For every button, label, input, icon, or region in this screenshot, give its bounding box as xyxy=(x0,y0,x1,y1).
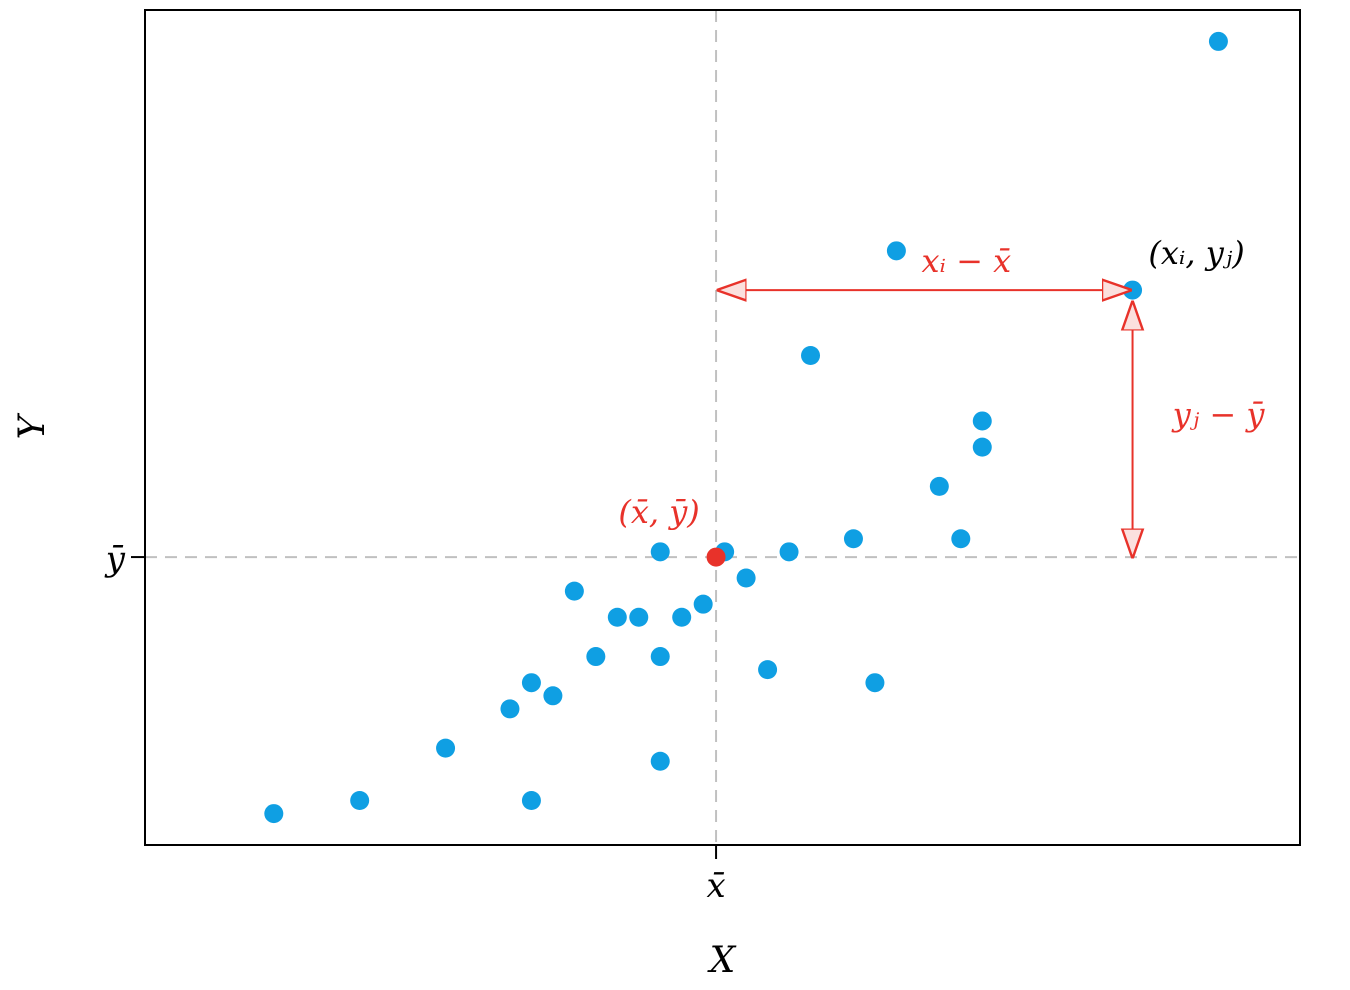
y-mean-tick-label: ȳ xyxy=(104,539,126,579)
mean-reference-lines xyxy=(145,10,1300,845)
data-point xyxy=(607,607,627,627)
data-point xyxy=(886,241,906,261)
y-deviation-label: yⱼ − ȳ xyxy=(1171,396,1266,434)
x-mean-tick-label: x̄ xyxy=(706,866,725,906)
data-point xyxy=(1208,31,1228,51)
data-point xyxy=(629,607,649,627)
mean-point xyxy=(706,547,726,567)
mean-point-label: (x̄, ȳ) xyxy=(618,493,699,531)
data-point xyxy=(564,581,584,601)
plot-frame xyxy=(144,9,1301,846)
data-point xyxy=(972,437,992,457)
data-point xyxy=(779,542,799,562)
data-point xyxy=(500,699,520,719)
data-point xyxy=(586,647,606,667)
data-point xyxy=(972,411,992,431)
x-deviation-label: xᵢ − x̄ xyxy=(921,242,1011,280)
data-point xyxy=(650,751,670,771)
y-axis-label: Y xyxy=(12,412,53,439)
data-point xyxy=(801,346,821,366)
x-axis-label: X xyxy=(707,940,737,981)
data-point xyxy=(350,791,370,811)
deviation-annotations xyxy=(718,290,1132,557)
data-point xyxy=(865,673,885,693)
data-point xyxy=(736,568,756,588)
axis-ticks xyxy=(131,556,718,859)
data-point xyxy=(521,673,541,693)
data-point xyxy=(650,647,670,667)
data-point xyxy=(843,529,863,549)
data-points xyxy=(264,31,1228,824)
data-point xyxy=(758,660,778,680)
highlight-point-label: (xᵢ, yⱼ) xyxy=(1148,234,1244,272)
data-point xyxy=(951,529,971,549)
data-point xyxy=(521,791,541,811)
data-point xyxy=(650,542,670,562)
data-point xyxy=(693,594,713,614)
data-point xyxy=(543,686,563,706)
data-point xyxy=(264,804,284,824)
data-point xyxy=(672,607,692,627)
data-point xyxy=(929,476,949,496)
data-point xyxy=(436,738,456,758)
